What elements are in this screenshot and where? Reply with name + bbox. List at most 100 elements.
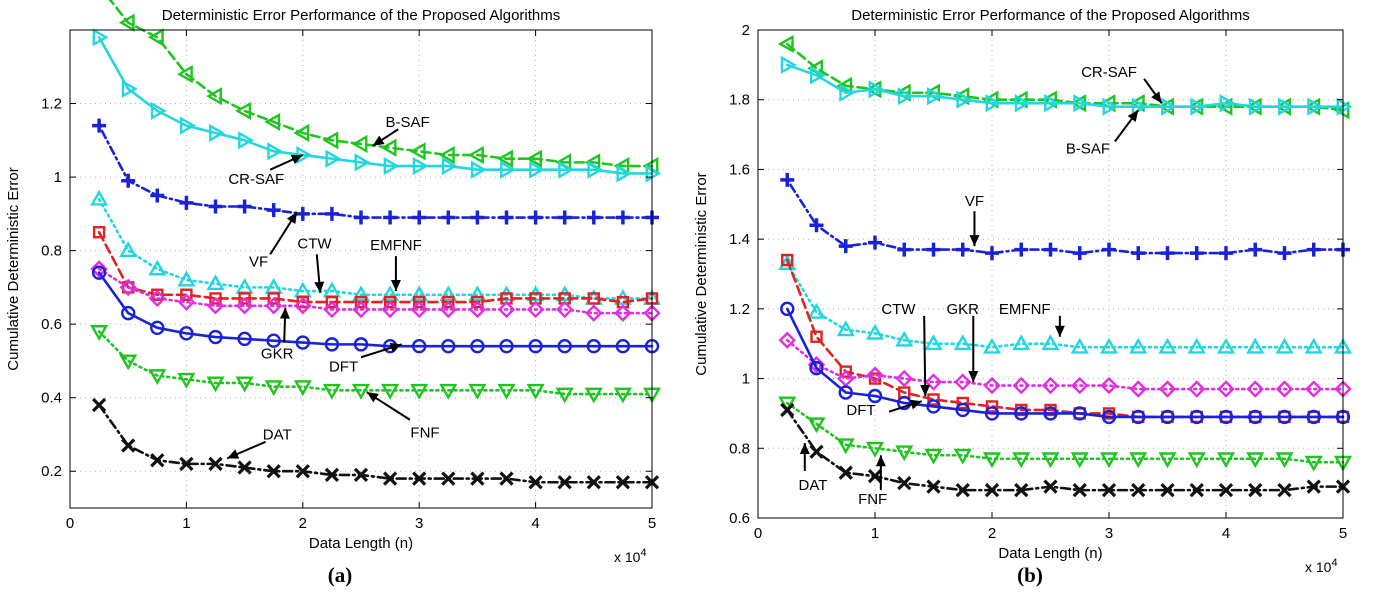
chart-a-series-fnf-point bbox=[497, 383, 516, 400]
chart-b-series-dat-point bbox=[1072, 482, 1087, 498]
chart-b-series-dft-point bbox=[984, 406, 1000, 421]
chart-b-series-dat-point bbox=[926, 479, 941, 494]
chart-b-annotation-gkr: GKR bbox=[946, 301, 979, 318]
chart-b-annotation-gkr-arrowhead bbox=[968, 371, 979, 383]
chart-b-series-cr-saf-point bbox=[1336, 97, 1353, 116]
chart-a-series-vf-point bbox=[237, 199, 252, 214]
chart-b-annotation-dft-arrowhead bbox=[909, 399, 922, 410]
chart-a-series-dat-point bbox=[179, 456, 194, 472]
chart-b-series-dft-point bbox=[1189, 409, 1204, 425]
chart-b-series-gkr-point bbox=[1158, 380, 1177, 398]
chart-a-series-dat-point bbox=[91, 397, 107, 413]
chart-a-series-dft-point bbox=[237, 331, 252, 347]
chart-a-series-ctw-point bbox=[471, 295, 484, 309]
chart-a-annotation-gkr-arrowhead bbox=[279, 307, 290, 319]
chart-a-series-fnf-point bbox=[177, 372, 196, 389]
chart-b-series-fnf-point bbox=[1187, 452, 1206, 469]
chart-b-series-emfnf-point bbox=[1158, 337, 1177, 354]
chart-a-series-vf-point bbox=[150, 188, 165, 203]
chart-a-series-dft-point bbox=[470, 339, 485, 354]
chart-b-series-cr-saf-point bbox=[985, 94, 1002, 113]
chart-b-series-dat-point bbox=[1189, 482, 1204, 498]
chart-a-series-dft-point bbox=[441, 339, 456, 354]
chart-a-series-gkr-point bbox=[556, 300, 574, 319]
chart-b-series-cr-saf-point bbox=[927, 87, 943, 106]
chart-a-series-ctw-point bbox=[209, 292, 222, 305]
chart-b-series-dft-point bbox=[1306, 409, 1321, 425]
chart-b-series-gkr-point bbox=[1305, 380, 1323, 398]
chart-a-series-gkr-point bbox=[90, 260, 108, 278]
chart-b-annotation-ctw-arrowhead bbox=[920, 384, 931, 396]
chart-a-series-cr-saf-point bbox=[412, 156, 429, 176]
chart-a-annotation-cr-saf: CR-SAF bbox=[228, 171, 284, 188]
chart-a-series-dft-point bbox=[91, 265, 107, 280]
chart-b-series-fnf-point bbox=[1041, 452, 1060, 469]
chart-a-series-ctw-point bbox=[442, 295, 455, 309]
chart-b-series-cr-saf-point bbox=[868, 80, 885, 99]
chart-b-series-dat-point bbox=[1248, 482, 1263, 498]
chart-b-series-dft-point bbox=[926, 399, 941, 414]
chart-b-series-fnf-point bbox=[1012, 452, 1031, 469]
chart-b-ylabel: Cumulative Deterministic Error bbox=[693, 172, 710, 375]
chart-b-xtick-label: 4 bbox=[1222, 525, 1230, 542]
chart-a-series-cr-saf-point bbox=[529, 160, 546, 179]
chart-b-series-ctw-point bbox=[810, 330, 823, 343]
chart-a-series-ctw-point bbox=[325, 295, 339, 309]
chart-b-series-gkr-point bbox=[778, 331, 796, 349]
chart-b-axes-frame bbox=[757, 29, 1344, 519]
chart-b-series-gkr-point bbox=[983, 376, 1001, 395]
chart-a-series-dft-point bbox=[615, 339, 631, 354]
chart-a-series-dat-point bbox=[353, 467, 369, 483]
chart-a-series-fnf-point bbox=[381, 383, 400, 400]
chart-b-series-dat-point bbox=[1277, 482, 1292, 498]
chart-a-series-gkr-point bbox=[585, 304, 603, 322]
chart-b-series-ctw-point bbox=[956, 396, 969, 410]
chart-a-annotation-ctw-arrowhead bbox=[314, 281, 325, 293]
chart-b-series-cr-saf-point bbox=[839, 83, 856, 102]
chart-a-series-b-saf-point bbox=[351, 134, 368, 154]
chart-a-series-emfnf-point bbox=[119, 241, 138, 258]
chart-b-series-cr-saf-point bbox=[1161, 97, 1177, 116]
chart-a-series-gkr-point bbox=[294, 297, 312, 315]
chart-a-series-dat-point bbox=[266, 464, 281, 479]
chart-b-series-dft-point bbox=[838, 385, 853, 400]
chart-a-x-multiplier-exponent: 4 bbox=[640, 547, 646, 559]
chart-a-series-vf-point bbox=[324, 206, 339, 221]
chart-a-series-dft-point bbox=[557, 339, 572, 354]
chart-a-series-dat-point bbox=[615, 475, 631, 490]
chart-a-series-b-saf-point bbox=[380, 138, 397, 157]
chart-a-series-vf-point bbox=[92, 118, 107, 133]
chart-a-series-gkr-point bbox=[148, 289, 166, 308]
chart-b-series-cr-saf-point bbox=[1278, 97, 1294, 116]
chart-b-series-emfnf-point bbox=[1012, 334, 1031, 351]
chart-b-annotation-vf: VF bbox=[965, 193, 984, 210]
chart-a-x-multiplier: x 104 bbox=[614, 547, 647, 565]
chart-b-series-gkr-point bbox=[1188, 380, 1206, 398]
chart-b-series-vf-point bbox=[1160, 246, 1175, 261]
chart-b-ytick-label: 1.6 bbox=[729, 161, 750, 178]
chart-a-annotation-vf: VF bbox=[249, 254, 268, 271]
chart-a-series-emfnf-point bbox=[148, 259, 167, 276]
chart-a-series-vf-point bbox=[586, 210, 601, 225]
chart-b-series-cr-saf-point bbox=[1131, 97, 1148, 116]
chart-a-series-fnf-point bbox=[235, 376, 254, 393]
chart-a-series-dft-point bbox=[266, 333, 281, 348]
chart-b-series-fnf-point bbox=[982, 452, 1002, 469]
chart-b-series-dat-point bbox=[1014, 482, 1029, 498]
chart-b-x-multiplier-exponent: 4 bbox=[1331, 557, 1337, 569]
chart-a-series-cr-saf-point bbox=[92, 28, 109, 47]
chart-a-series-cr-saf-point bbox=[616, 164, 633, 183]
chart-b-series-dat-point bbox=[1160, 482, 1175, 498]
chart-a-series-cr-saf-point bbox=[354, 153, 371, 172]
chart-a-series-dat-point bbox=[208, 456, 223, 472]
chart-a-annotation-dat-arrowhead bbox=[227, 449, 240, 459]
chart-a-annotation-emfnf-arrowhead bbox=[390, 280, 401, 292]
chart-a-series-dat-point bbox=[441, 471, 456, 486]
chart-a-series-b-saf-point bbox=[235, 101, 252, 120]
chart-a-series-emfnf-point bbox=[410, 285, 429, 302]
chart-b-series-emfnf-point bbox=[1216, 337, 1236, 354]
chart-a-series-b-saf-line bbox=[108, 0, 654, 168]
chart-a-series-b-saf-point bbox=[118, 13, 135, 32]
chart-a-series-cr-saf-point bbox=[209, 123, 225, 143]
chart-b-series-cr-saf-point bbox=[1219, 94, 1236, 113]
